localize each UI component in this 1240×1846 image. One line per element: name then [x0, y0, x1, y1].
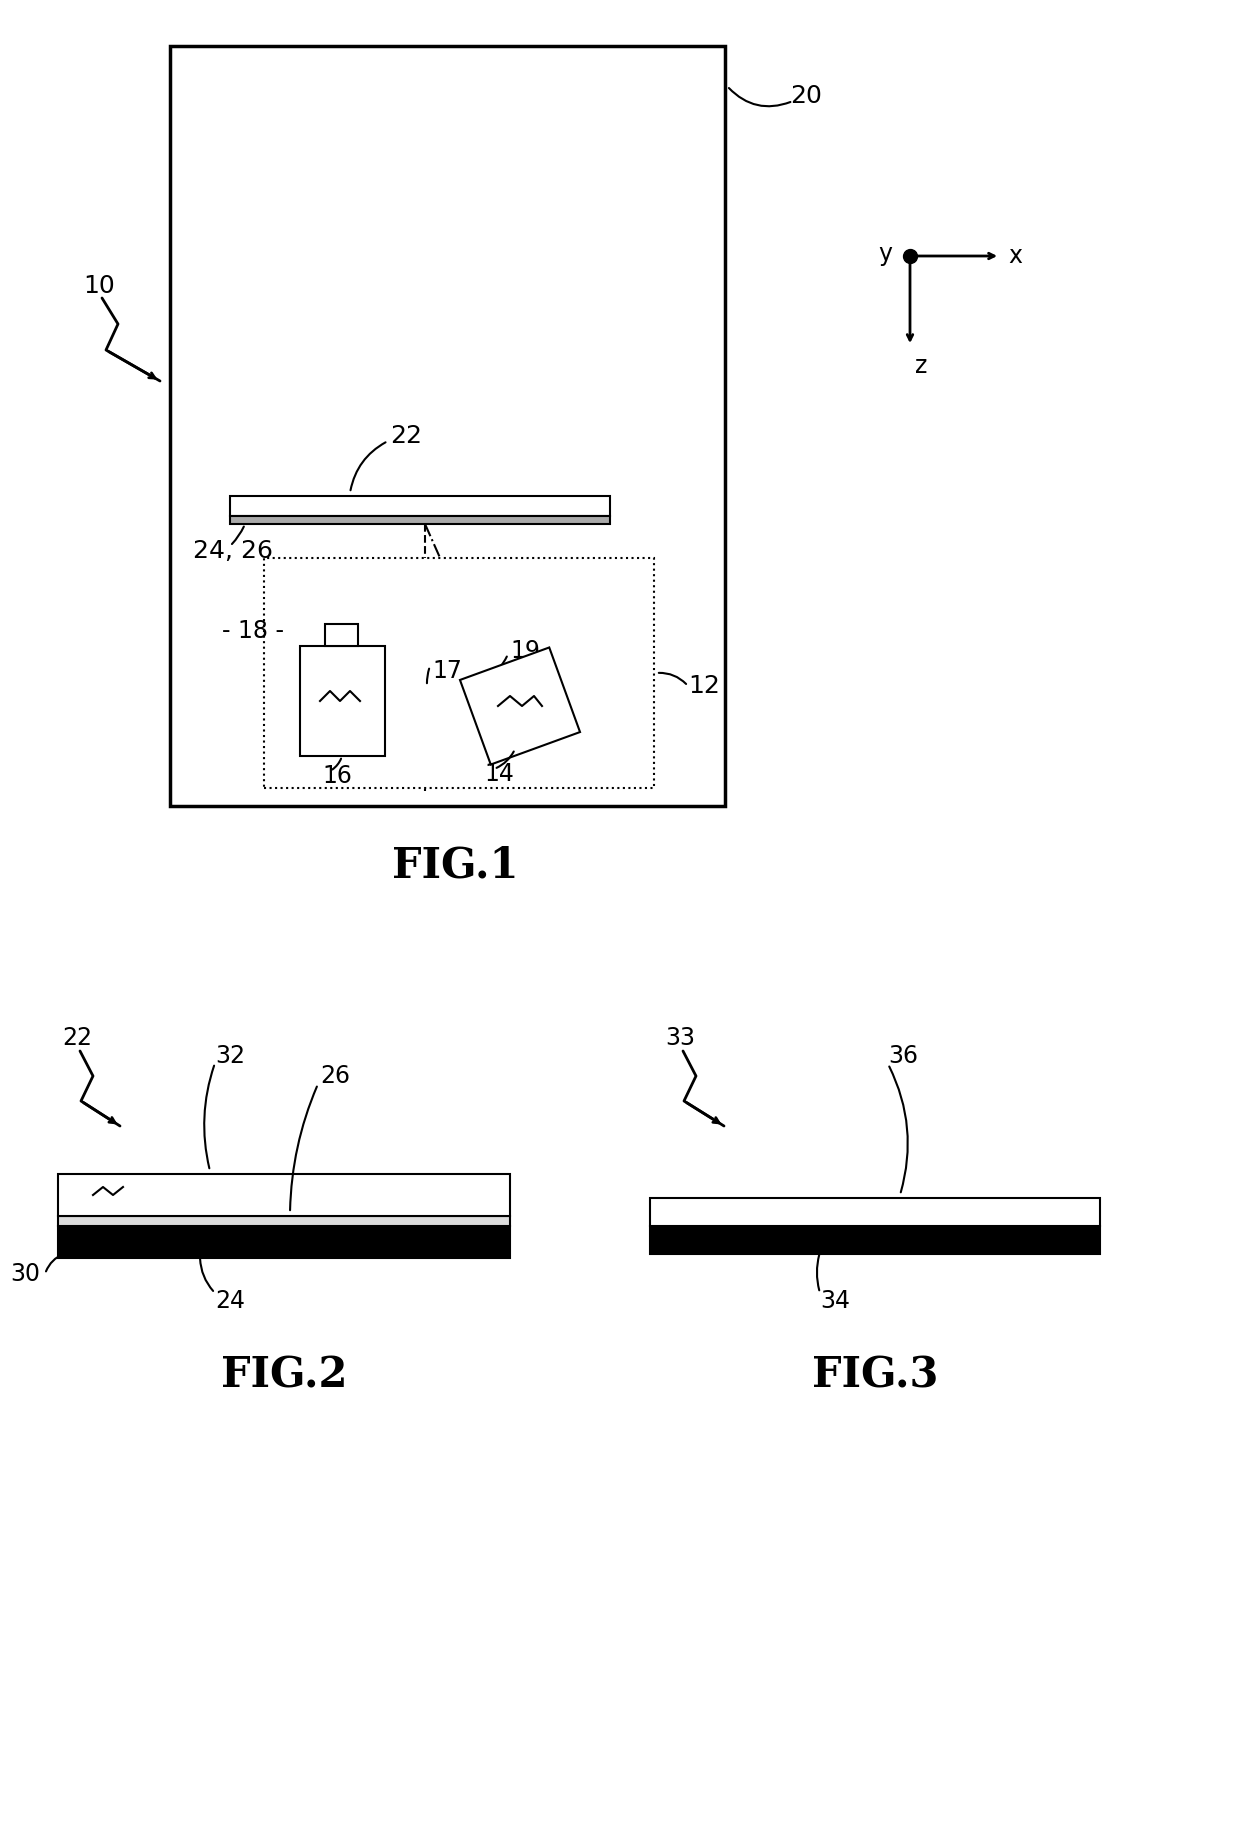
- Text: 12: 12: [688, 674, 720, 698]
- Text: 24, 26: 24, 26: [193, 539, 273, 563]
- Text: 22: 22: [391, 425, 422, 449]
- Bar: [650, 1198, 1100, 1226]
- Bar: [58, 1226, 510, 1257]
- Text: 30: 30: [10, 1263, 40, 1287]
- Text: 34: 34: [820, 1289, 849, 1313]
- Bar: [229, 517, 610, 524]
- Text: FIG.2: FIG.2: [221, 1355, 347, 1397]
- Text: z: z: [915, 354, 928, 378]
- Text: 16: 16: [322, 764, 352, 788]
- Text: x: x: [1008, 244, 1022, 268]
- Bar: [58, 1174, 510, 1217]
- Text: 14: 14: [484, 762, 513, 786]
- Bar: [325, 624, 358, 646]
- Text: 17: 17: [432, 659, 461, 683]
- Text: 24: 24: [215, 1289, 246, 1313]
- Text: 36: 36: [888, 1045, 918, 1069]
- Text: - 18 -: - 18 -: [222, 618, 284, 642]
- Text: 26: 26: [320, 1063, 350, 1087]
- Text: 20: 20: [790, 85, 822, 109]
- Bar: [229, 497, 610, 517]
- Text: 10: 10: [83, 273, 115, 297]
- Text: 22: 22: [62, 1026, 92, 1050]
- Text: 19: 19: [510, 639, 539, 663]
- Bar: [650, 1226, 1100, 1253]
- Text: y: y: [878, 242, 892, 266]
- Text: 32: 32: [215, 1045, 246, 1069]
- Text: FIG.1: FIG.1: [392, 845, 518, 886]
- Bar: [264, 557, 653, 788]
- Bar: [58, 1217, 510, 1226]
- Bar: [300, 646, 384, 757]
- Polygon shape: [460, 648, 580, 764]
- Bar: [170, 46, 725, 807]
- Text: FIG.3: FIG.3: [812, 1355, 939, 1397]
- Text: 33: 33: [665, 1026, 694, 1050]
